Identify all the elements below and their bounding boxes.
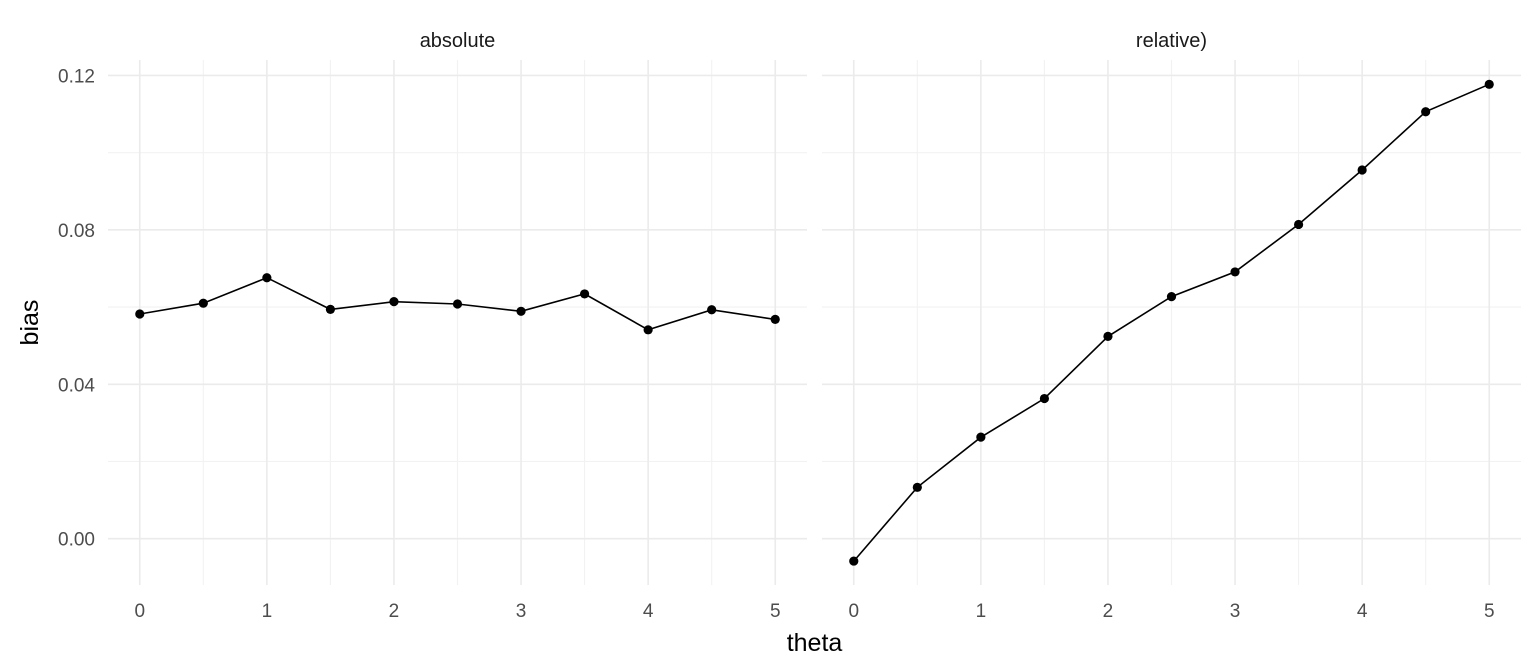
panel-absolute-grid: [108, 60, 807, 585]
panel-absolute-series: [135, 273, 780, 335]
x-tick-label: 0: [134, 601, 145, 622]
x-tick-label: 1: [976, 601, 987, 622]
y-tick-label: 0.00: [58, 530, 95, 551]
x-tick-label: 3: [516, 601, 527, 622]
data-point: [1039, 393, 1050, 404]
y-tick-label: 0.12: [58, 66, 95, 87]
data-point: [452, 299, 463, 309]
data-point: [912, 482, 922, 492]
data-point: [1293, 219, 1304, 230]
x-tick-label: 1: [262, 601, 273, 622]
data-point: [643, 325, 653, 335]
data-point: [262, 273, 272, 283]
x-tick-label: 0: [848, 601, 859, 622]
panel-absolute: absolute: [108, 30, 807, 585]
panel-absolute-title: absolute: [420, 30, 496, 52]
x-tick-label: 3: [1230, 601, 1241, 622]
data-point: [135, 309, 145, 319]
data-point: [976, 432, 986, 442]
x-tick-label: 5: [770, 601, 781, 622]
data-point: [579, 289, 590, 299]
data-point: [849, 556, 859, 566]
data-point: [389, 297, 399, 307]
y-tick-label: 0.08: [58, 221, 95, 242]
data-point: [770, 314, 780, 325]
x-tick-label: 4: [1357, 601, 1368, 622]
data-point: [1103, 331, 1113, 341]
data-point: [1484, 79, 1494, 89]
x-tick-label: 4: [643, 601, 654, 622]
x-tick-label: 2: [389, 601, 400, 622]
data-point: [1357, 165, 1367, 175]
data-point: [707, 305, 717, 315]
data-point: [325, 304, 336, 314]
data-point: [1166, 292, 1177, 302]
data-point: [1230, 267, 1240, 277]
x-axis-title: theta: [787, 629, 843, 657]
panel-relative: relative): [822, 30, 1521, 585]
y-axis-title: bias: [16, 300, 44, 346]
y-tick-label: 0.04: [58, 375, 95, 396]
panel-relative-title: relative): [1136, 30, 1207, 52]
x-tick-label: 2: [1103, 601, 1114, 622]
y-axis-tick-labels: 0.00 0.04 0.08 0.12: [58, 66, 95, 550]
data-point: [516, 306, 526, 316]
data-point: [1421, 107, 1431, 117]
panel-relative-series: [849, 79, 1494, 566]
x-tick-label: 5: [1484, 601, 1495, 622]
data-point: [198, 298, 208, 308]
panel-relative-grid: [822, 60, 1521, 585]
x-axis-tick-labels: 0 1 2 3 4 5 0 1 2 3 4 5: [134, 601, 1494, 622]
